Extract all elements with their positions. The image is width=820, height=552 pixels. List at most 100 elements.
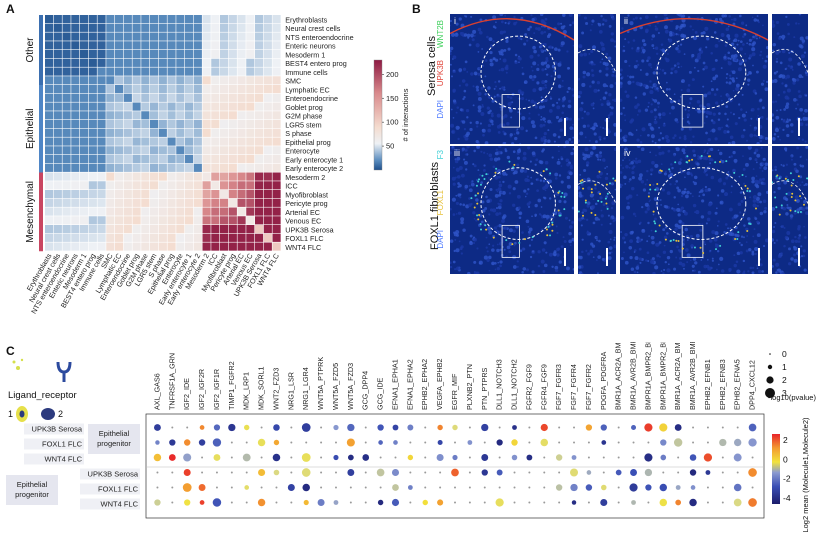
heatmap-cell bbox=[150, 181, 159, 190]
heatmap-cell bbox=[246, 58, 255, 67]
color-legend-title: Log2 mean (Molecule1,Molecule2) bbox=[801, 417, 810, 533]
dotplot-dot bbox=[424, 471, 427, 474]
heatmap-cell bbox=[97, 85, 106, 94]
dotplot-row-label: UPK3B Serosa bbox=[32, 425, 83, 434]
heatmap-cell bbox=[228, 67, 237, 76]
heatmap-cell bbox=[106, 181, 115, 190]
dotplot-dot bbox=[721, 501, 724, 504]
heatmap-cell bbox=[202, 41, 211, 50]
heatmap-cell bbox=[263, 32, 272, 41]
heatmap-cell bbox=[185, 23, 194, 32]
dotplot-dot bbox=[333, 424, 339, 431]
heatmap-cell bbox=[220, 93, 229, 102]
heatmap-cell bbox=[123, 242, 132, 251]
heatmap-cell bbox=[193, 58, 202, 67]
heatmap-cell bbox=[237, 15, 246, 24]
heatmap-cell bbox=[228, 172, 237, 181]
heatmap-cell bbox=[80, 85, 89, 94]
dotplot-dot bbox=[215, 486, 218, 489]
micrograph-image bbox=[620, 14, 768, 144]
heatmap-cell bbox=[193, 242, 202, 251]
heatmap-cell bbox=[141, 120, 150, 129]
heatmap-cell bbox=[272, 15, 281, 24]
heatmap-cell bbox=[176, 207, 185, 216]
heatmap-cell bbox=[272, 85, 281, 94]
heatmap-row-label: ICC bbox=[285, 182, 297, 191]
colorbar-tick-label: 100 bbox=[386, 118, 399, 127]
heatmap-cell bbox=[176, 85, 185, 94]
dotplot-dot bbox=[168, 454, 176, 461]
heatmap-cell bbox=[88, 41, 97, 50]
heatmap-cell bbox=[106, 85, 115, 94]
heatmap-cell bbox=[115, 67, 124, 76]
heatmap-cell bbox=[167, 85, 176, 94]
dotplot-dot bbox=[301, 453, 311, 462]
dotplot-dot bbox=[617, 456, 620, 459]
heatmap-cell bbox=[150, 67, 159, 76]
heatmap-cell bbox=[132, 102, 141, 111]
dotplot-dot bbox=[245, 501, 248, 504]
stain-dapi-top: DAPI bbox=[436, 100, 445, 119]
heatmap-cell bbox=[193, 67, 202, 76]
heatmap-cell bbox=[123, 120, 132, 129]
size-legend-title: -log10(pvalue) bbox=[768, 393, 816, 402]
micrograph-tile: ii bbox=[620, 14, 768, 144]
heatmap-cell bbox=[211, 242, 220, 251]
heatmap-cell bbox=[53, 15, 62, 24]
heatmap-cell bbox=[88, 181, 97, 190]
dotplot-dot bbox=[275, 501, 278, 504]
dotplot-dot bbox=[706, 486, 709, 489]
dotplot-row-label: FOXL1 FLC bbox=[42, 440, 83, 449]
heatmap-cell bbox=[106, 93, 115, 102]
heatmap-cell bbox=[167, 15, 176, 24]
scale-bar bbox=[564, 118, 566, 136]
heatmap-cell bbox=[106, 172, 115, 181]
heatmap-cell bbox=[220, 242, 229, 251]
heatmap-cell bbox=[202, 216, 211, 225]
heatmap-cell bbox=[255, 146, 264, 155]
heatmap-cell bbox=[97, 23, 106, 32]
heatmap-cell bbox=[132, 207, 141, 216]
row-label-bg bbox=[80, 483, 140, 495]
heatmap-cell bbox=[185, 163, 194, 172]
heatmap-cell bbox=[272, 172, 281, 181]
heatmap-cell bbox=[211, 76, 220, 85]
dotplot-dot bbox=[199, 425, 205, 430]
pair-label: TIMP1_FGFR2 bbox=[227, 361, 236, 410]
heatmap-cell bbox=[158, 50, 167, 59]
heatmap-cell bbox=[176, 128, 185, 137]
heatmap-cell bbox=[132, 50, 141, 59]
dotplot-dot bbox=[392, 484, 399, 491]
heatmap-cell bbox=[237, 32, 246, 41]
micrograph-tile: i bbox=[450, 14, 574, 144]
heatmap-cell bbox=[53, 146, 62, 155]
dotplot-dot bbox=[364, 441, 367, 444]
heatmap-cell bbox=[211, 155, 220, 164]
dotplot-dot bbox=[155, 440, 160, 445]
heatmap-cell bbox=[62, 23, 71, 32]
dotplot-dot bbox=[305, 441, 308, 444]
heatmap-cell bbox=[263, 23, 272, 32]
dotplot-dot bbox=[437, 439, 443, 446]
heatmap-cell bbox=[158, 190, 167, 199]
heatmap-row-label: Immune cells bbox=[285, 68, 328, 77]
heatmap-cell bbox=[80, 155, 89, 164]
heatmap-cell bbox=[228, 32, 237, 41]
heatmap-cell bbox=[237, 120, 246, 129]
heatmap-cell bbox=[185, 93, 194, 102]
dotplot-dot bbox=[376, 468, 385, 477]
heatmap-cell bbox=[106, 111, 115, 120]
heatmap-cell bbox=[123, 216, 132, 225]
dotplot-dot bbox=[677, 471, 680, 474]
heatmap-cell bbox=[132, 67, 141, 76]
heatmap-cell bbox=[246, 146, 255, 155]
dotplot-dot bbox=[748, 498, 757, 507]
dotplot-dot bbox=[364, 471, 367, 474]
heatmap-cell bbox=[150, 32, 159, 41]
heatmap-cell bbox=[132, 190, 141, 199]
heatmap-cell bbox=[150, 207, 159, 216]
heatmap-cell bbox=[45, 216, 54, 225]
heatmap-cell bbox=[176, 146, 185, 155]
heatmap-cell bbox=[88, 233, 97, 242]
heatmap-cell bbox=[263, 242, 272, 251]
